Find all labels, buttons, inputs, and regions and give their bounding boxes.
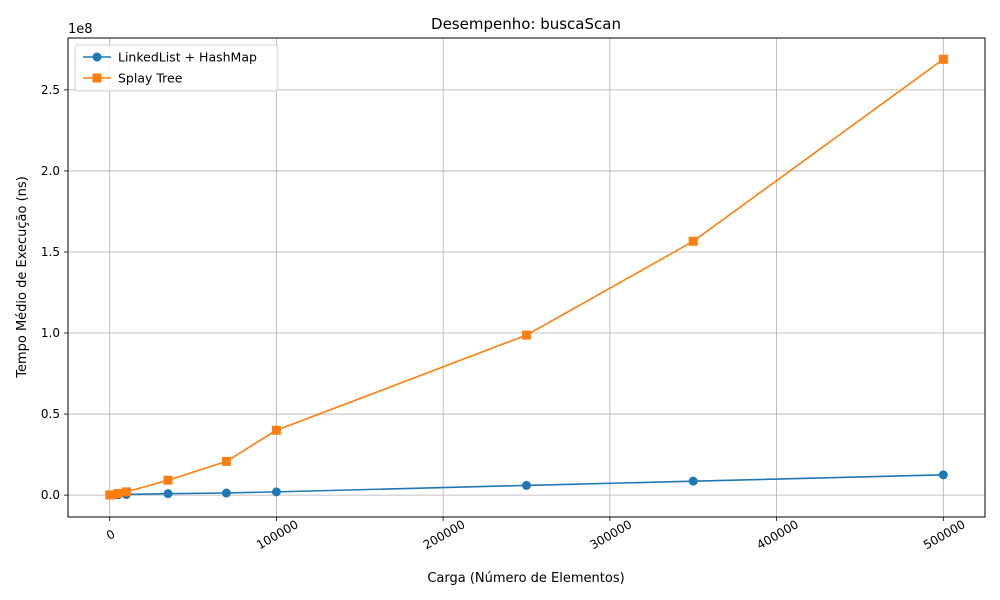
data-point <box>688 236 698 246</box>
y-tick-label: 1.0 <box>41 326 60 340</box>
x-axis-label: Carga (Número de Elementos) <box>427 571 624 586</box>
data-point <box>938 470 948 480</box>
data-point <box>163 475 173 485</box>
data-point <box>522 480 531 490</box>
y-tick-label: 0.0 <box>41 488 60 502</box>
y-scale-label: 1e8 <box>68 22 93 37</box>
chart-title: Desempenho: buscaScan <box>431 15 621 33</box>
legend-marker <box>92 52 102 62</box>
data-point <box>163 489 173 499</box>
data-point <box>221 456 231 466</box>
y-tick-label: 2.5 <box>41 83 60 97</box>
axes-frame <box>67 37 986 518</box>
series-layer <box>105 54 948 500</box>
data-point <box>271 487 281 497</box>
y-axis-ticks: 0.0 0.5 1.0 1.5 2.0 2.5 <box>41 83 68 502</box>
data-point <box>121 487 131 497</box>
series-1 <box>105 54 948 500</box>
grid <box>68 38 985 517</box>
data-point <box>938 54 948 64</box>
y-tick-label: 0.5 <box>41 407 60 421</box>
data-point <box>271 425 281 435</box>
data-point <box>106 490 116 500</box>
legend-box <box>74 44 279 92</box>
y-tick-label: 1.5 <box>41 245 60 259</box>
y-tick-label: 2.0 <box>41 164 60 178</box>
legend-label: Splay Tree <box>118 71 183 86</box>
data-point <box>221 488 231 498</box>
y-axis-label: Tempo Médio de Execução (ns) <box>15 176 30 379</box>
legend-label: LinkedList + HashMap <box>118 50 257 65</box>
legend: LinkedList + HashMap Splay Tree <box>74 44 279 92</box>
data-point <box>522 330 531 340</box>
data-point <box>688 476 698 486</box>
legend-marker <box>92 73 102 83</box>
data-point <box>113 488 123 498</box>
